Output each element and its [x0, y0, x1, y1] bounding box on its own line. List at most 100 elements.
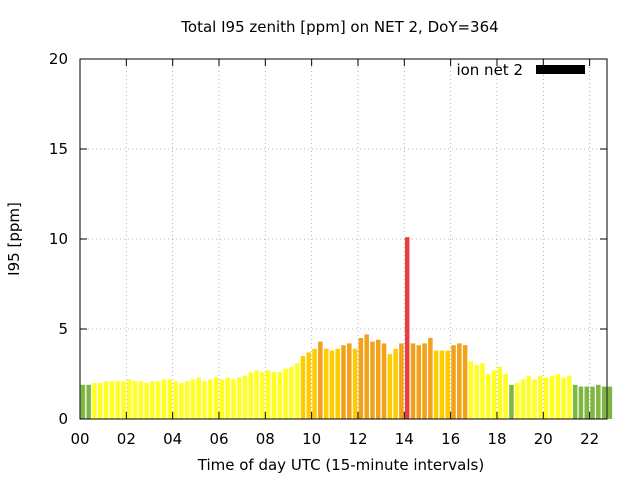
bar — [451, 345, 456, 419]
bar — [294, 363, 300, 419]
bar — [208, 379, 213, 419]
x-tick-label: 08 — [256, 430, 275, 448]
bar — [283, 368, 288, 419]
bar — [150, 381, 155, 419]
bar — [202, 381, 207, 419]
bar — [335, 348, 340, 419]
bar — [358, 338, 364, 419]
bar — [103, 381, 109, 419]
bar — [155, 381, 161, 419]
bar — [196, 377, 201, 419]
bar — [173, 381, 178, 419]
bar — [109, 381, 115, 419]
bar — [543, 377, 549, 419]
bar — [300, 356, 306, 419]
x-tick-label: 10 — [302, 430, 321, 448]
bar — [381, 343, 387, 419]
bar — [375, 339, 381, 419]
bar — [410, 343, 416, 419]
x-tick-label: 02 — [117, 430, 136, 448]
bar — [607, 386, 613, 419]
bar — [549, 375, 555, 419]
x-tick-label: 18 — [487, 430, 506, 448]
bar — [306, 352, 312, 419]
x-axis-label: Time of day UTC (15-minute intervals) — [197, 456, 484, 474]
bar-series-ion-net-2 — [80, 237, 613, 419]
y-tick-label: 10 — [49, 230, 68, 248]
legend: ion net 2 — [456, 61, 585, 79]
bar — [144, 383, 149, 419]
x-tick-label: 22 — [580, 430, 599, 448]
y-axis-ticks: 0 5 10 15 20 — [49, 50, 607, 428]
bar — [457, 343, 462, 419]
bar — [387, 354, 393, 419]
bar — [132, 381, 138, 419]
bar — [277, 372, 283, 419]
bar — [265, 370, 271, 419]
bar — [462, 345, 468, 419]
bar — [341, 345, 346, 419]
bar — [190, 379, 196, 419]
bar — [98, 383, 103, 419]
bar — [584, 386, 589, 419]
bar — [428, 338, 433, 419]
bar — [503, 374, 508, 419]
bar — [514, 383, 520, 419]
bar — [596, 384, 601, 419]
bar — [532, 379, 537, 419]
chart-title: Total I95 zenith [ppm] on NET 2, DoY=364 — [180, 18, 498, 36]
bar — [289, 366, 294, 419]
bar — [567, 375, 572, 419]
y-tick-label: 20 — [49, 50, 68, 68]
bar — [225, 377, 230, 419]
bar — [312, 348, 317, 419]
bar — [590, 386, 595, 419]
x-tick-label: 20 — [534, 430, 553, 448]
bar — [271, 372, 277, 419]
bar — [260, 372, 265, 419]
bar — [538, 375, 543, 419]
bar — [323, 348, 329, 419]
x-tick-label: 14 — [395, 430, 414, 448]
bar — [219, 379, 225, 419]
bar — [491, 370, 497, 419]
bar — [439, 350, 445, 419]
bar — [474, 365, 479, 419]
bar — [433, 350, 439, 419]
bar — [121, 381, 126, 419]
bar — [370, 341, 375, 419]
bar — [480, 363, 485, 419]
bar — [161, 379, 167, 419]
bar — [318, 341, 323, 419]
bar — [254, 370, 259, 419]
y-tick-label: 15 — [49, 140, 68, 158]
bar — [329, 350, 335, 419]
bar — [404, 237, 410, 419]
bar — [416, 345, 422, 419]
bar — [347, 343, 352, 419]
y-tick-label: 5 — [58, 320, 68, 338]
bar — [86, 384, 91, 419]
bar — [601, 386, 607, 419]
bar — [242, 375, 248, 419]
bar — [231, 379, 236, 419]
bar — [561, 377, 566, 419]
bar — [248, 372, 254, 419]
x-axis-ticks: 00 02 04 06 08 10 12 14 16 18 20 22 — [70, 59, 599, 448]
bar — [393, 348, 398, 419]
x-tick-label: 06 — [209, 430, 228, 448]
legend-swatch — [536, 65, 585, 74]
bar — [92, 383, 97, 419]
x-tick-label: 00 — [70, 430, 89, 448]
bar — [520, 379, 526, 419]
bar — [213, 377, 219, 419]
bar — [126, 379, 132, 419]
legend-label: ion net 2 — [456, 61, 523, 79]
x-tick-label: 04 — [163, 430, 182, 448]
x-tick-label: 16 — [441, 430, 460, 448]
bar — [115, 381, 120, 419]
bar — [486, 374, 491, 419]
bar — [445, 350, 450, 419]
bar — [578, 386, 584, 419]
